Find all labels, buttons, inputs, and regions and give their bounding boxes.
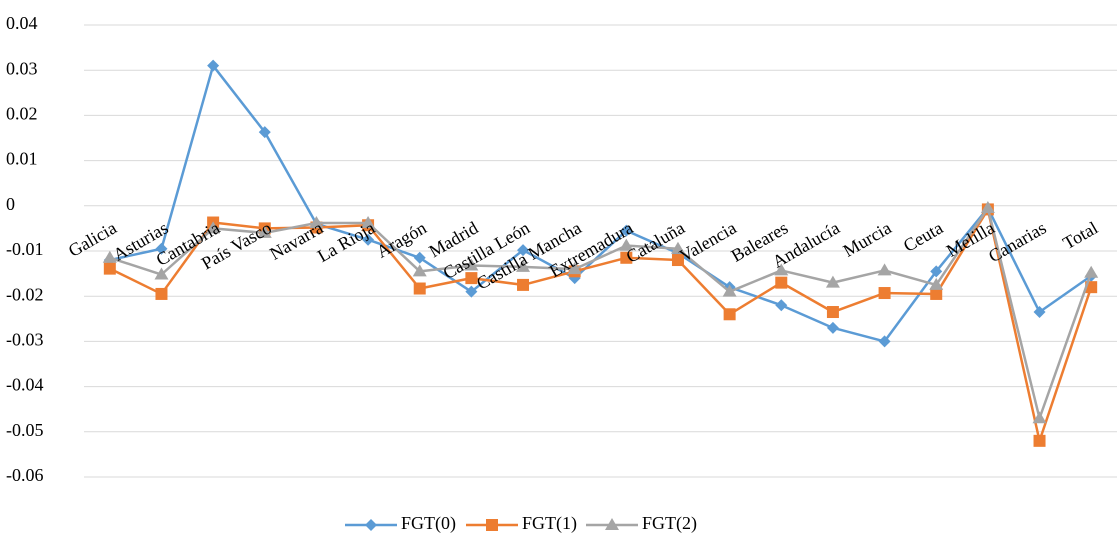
point — [775, 276, 788, 289]
legend-entry: FGT(2) — [586, 513, 697, 534]
x-tick-label: Valencia — [676, 218, 740, 266]
point — [980, 201, 995, 214]
point — [671, 254, 684, 267]
y-tick-label: -0.04 — [6, 375, 44, 395]
point — [826, 321, 839, 334]
point — [567, 262, 582, 275]
series-line — [109, 206, 1093, 420]
point — [207, 59, 220, 72]
legend-entry: FGT(0) — [345, 513, 456, 534]
point — [620, 224, 633, 237]
point — [517, 278, 530, 291]
y-tick-label: 0.02 — [6, 104, 38, 124]
legend-marker — [486, 519, 498, 531]
point — [1033, 306, 1046, 319]
point — [103, 262, 116, 275]
point — [930, 265, 943, 278]
point — [413, 251, 426, 264]
point — [825, 275, 840, 288]
y-tick-label: -0.03 — [6, 330, 44, 350]
point — [516, 259, 531, 272]
point — [670, 241, 685, 254]
legend-label: FGT(0) — [401, 513, 456, 534]
point — [826, 306, 839, 319]
x-tick-label: Ceuta — [900, 218, 946, 256]
point — [723, 308, 736, 321]
series-line — [109, 64, 1092, 343]
legend-label: FGT(1) — [522, 513, 577, 534]
x-tick-label: Total — [1059, 218, 1101, 254]
point — [775, 299, 788, 312]
y-tick-label: -0.01 — [6, 239, 44, 259]
y-tick-label: -0.02 — [6, 284, 44, 304]
point — [774, 263, 789, 276]
x-tick-label: Murcia — [840, 218, 895, 261]
point — [154, 267, 169, 280]
point — [102, 250, 117, 263]
point — [362, 233, 375, 246]
point — [1032, 411, 1047, 424]
point — [257, 225, 272, 238]
point — [517, 244, 530, 257]
point — [1084, 265, 1099, 278]
y-tick-label: 0.03 — [6, 58, 38, 78]
point — [465, 272, 478, 285]
y-tick-label: 0.04 — [6, 13, 38, 33]
point — [361, 215, 376, 228]
point — [877, 263, 892, 276]
point — [929, 277, 944, 290]
point — [309, 215, 324, 228]
point — [464, 258, 479, 271]
point — [155, 242, 168, 255]
point — [465, 285, 478, 298]
point — [722, 284, 737, 297]
legend-entry: FGT(1) — [466, 513, 577, 534]
point — [878, 287, 891, 300]
x-tick-label: Navarra — [266, 218, 326, 264]
point — [620, 251, 633, 264]
y-tick-label: -0.05 — [6, 420, 44, 440]
y-tick-label: 0.01 — [6, 149, 38, 169]
legend-label: FGT(2) — [642, 513, 697, 534]
point — [258, 126, 271, 139]
legend-marker — [365, 519, 377, 531]
point — [206, 221, 221, 234]
point — [619, 238, 634, 251]
legend-marker — [605, 518, 619, 530]
point — [413, 282, 426, 295]
point — [155, 287, 168, 300]
y-tick-label: -0.06 — [6, 465, 44, 485]
point — [930, 287, 943, 300]
series-line — [109, 208, 1093, 443]
point — [412, 264, 427, 277]
point — [1033, 434, 1046, 447]
point — [878, 335, 891, 348]
y-tick-label: 0 — [6, 194, 15, 214]
